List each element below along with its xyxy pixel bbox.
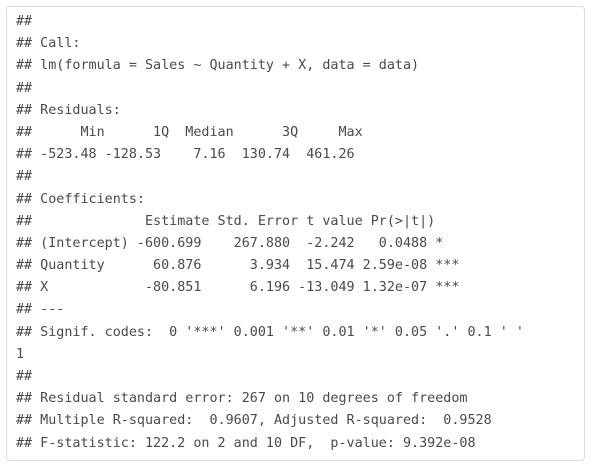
console-line-separator: ## --- <box>16 302 65 318</box>
console-line-coef-intercept: ## (Intercept) -600.699 267.880 -2.242 0… <box>16 235 444 251</box>
console-line: ## <box>16 369 33 384</box>
console-line-call-header: ## Call: <box>16 36 81 52</box>
console-line-signif-codes: ## Signif. codes: 0 '***' 0.001 '**' 0.0… <box>16 324 524 340</box>
console-line-coef-quantity: ## Quantity 60.876 3.934 15.474 2.59e-08… <box>16 258 460 274</box>
console-line-coefficients-columns: ## Estimate Std. Error t value Pr(>|t|) <box>16 213 436 229</box>
console-line-residuals-values: ## -523.48 -128.53 7.16 130.74 461.26 <box>16 147 355 163</box>
console-line-coefficients-header: ## Coefficients: <box>16 191 145 207</box>
console-line-coef-x: ## X -80.851 6.196 -13.049 1.32e-07 *** <box>16 280 460 296</box>
console-line-call-formula: ## lm(formula = Sales ~ Quantity + X, da… <box>16 58 420 74</box>
console-line-f-statistic: ## F-statistic: 122.2 on 2 and 10 DF, p-… <box>16 435 476 451</box>
console-line: ## <box>16 14 33 29</box>
console-line-residual-se: ## Residual standard error: 267 on 10 de… <box>16 391 468 407</box>
console-line: ## <box>16 80 33 96</box>
console-line: ## <box>16 169 33 185</box>
console-line-residuals-header: ## Residuals: <box>16 102 121 118</box>
console-line-r-squared: ## Multiple R-squared: 0.9607, Adjusted … <box>16 413 492 429</box>
console-line-residuals-labels: ## Min 1Q Median 3Q Max <box>16 124 363 140</box>
console-line-signif-codes-wrap: 1 <box>16 346 25 362</box>
r-console-output-block: ## ## Call: ## lm(formula = Sales ~ Quan… <box>6 6 585 461</box>
